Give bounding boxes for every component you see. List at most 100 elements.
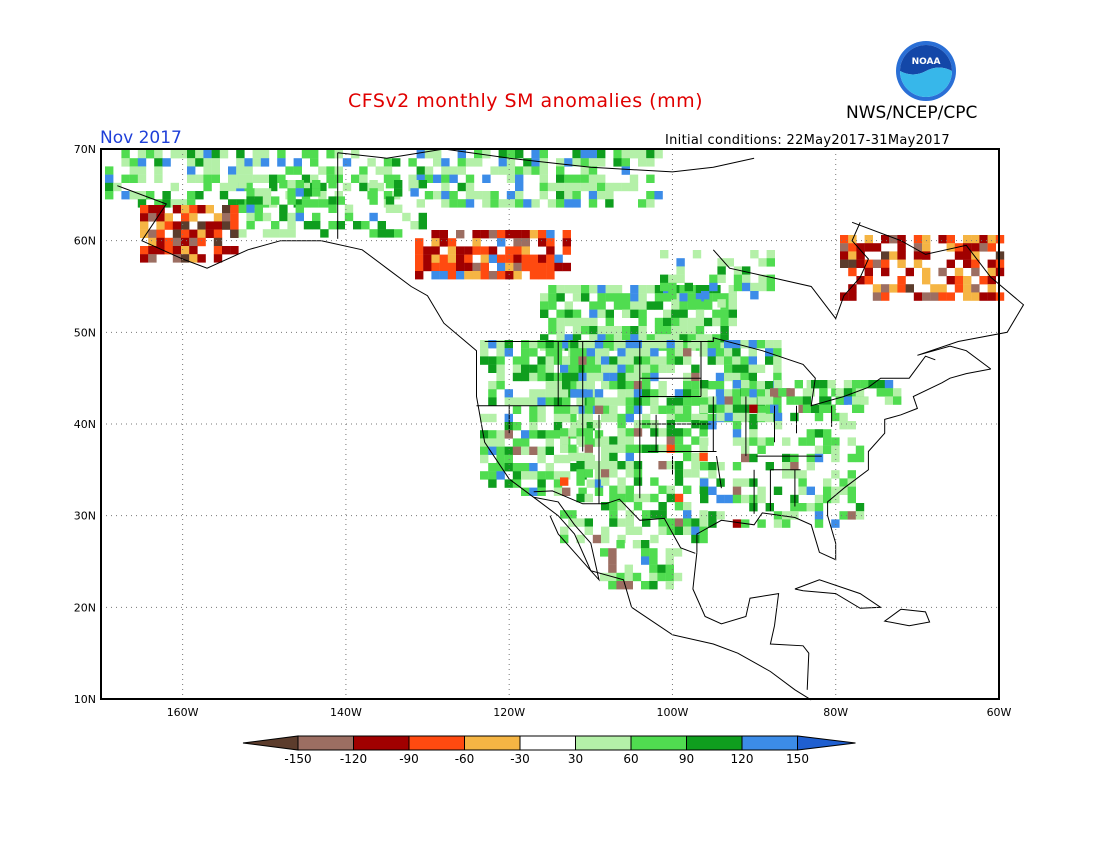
anomaly-cell [456,246,465,255]
anomaly-cell [773,356,782,365]
anomaly-cell [716,396,725,405]
anomaly-cell [823,478,832,487]
anomaly-cell [488,471,497,480]
anomaly-cell [581,326,590,335]
anomaly-cell [529,430,538,439]
anomaly-cell [230,180,239,189]
anomaly-cell [708,511,717,520]
anomaly-cell [423,254,432,263]
anomaly-cell [570,364,579,373]
gridlines [101,149,999,699]
anomaly-cell [666,493,675,503]
anomaly-cell [504,479,513,488]
anomaly-cell [608,548,617,557]
anomaly-cell [930,292,939,301]
anomaly-cell [786,388,795,397]
anomaly-cell [720,293,729,302]
anomaly-cell [699,348,708,357]
anomaly-cell [505,262,514,272]
anomaly-cell [222,205,231,214]
anomaly-cell [946,235,955,244]
anomaly-cell [872,243,882,252]
anomaly-cell [707,381,716,390]
anomaly-cell [601,526,610,535]
anomaly-cell [732,404,742,413]
anomaly-cell [262,212,272,222]
anomaly-cell [699,534,708,544]
anomaly-cell [521,254,530,263]
anomaly-cell [181,246,190,255]
anomaly-cell [748,364,757,373]
anomaly-cell [666,518,675,527]
anomaly-cell [228,199,237,208]
anomaly-cell [798,478,807,487]
anomaly-cell [987,235,996,244]
anomaly-cell [564,199,573,208]
anomaly-cell [572,158,581,167]
anomaly-cell [129,158,138,167]
anomaly-cell [570,405,579,414]
anomaly-cell [246,212,255,222]
anomaly-cell [864,259,873,268]
anomaly-cell [496,430,505,439]
anomaly-cell [328,204,337,213]
anomaly-cell [547,199,557,208]
anomaly-cell [601,405,610,414]
anomaly-cell [326,174,335,183]
anomaly-cell [674,436,684,445]
anomaly-cell [334,150,343,159]
anomaly-cell [553,471,563,480]
anomaly-cell [715,348,725,357]
anomaly-cell [650,348,659,357]
anomaly-cell [766,258,775,267]
anomaly-cell [798,404,807,413]
anomaly-cell [560,389,569,398]
anomaly-cell [987,276,996,285]
anomaly-cell [572,199,581,208]
anomaly-cell [326,166,335,175]
anomaly-cell [617,444,626,453]
anomaly-cell [146,191,155,200]
anomaly-cell [699,510,708,519]
anomaly-cell [295,180,304,189]
anomaly-cell [597,182,606,192]
anomaly-cell [513,271,522,280]
anomaly-cell [601,436,610,445]
anomaly-cell [521,340,530,349]
anomaly-cell [447,246,457,255]
anomaly-cell [633,356,643,365]
lat-label: 50N [74,326,96,339]
anomaly-cell [741,494,750,504]
anomaly-cell [617,485,626,494]
anomaly-cell [691,397,700,406]
anomaly-cell [700,404,709,413]
arctic-coastline [337,148,755,173]
lon-label: 100W [657,706,689,719]
anomaly-cell [646,334,655,343]
anomaly-cell [556,166,565,175]
anomaly-cell [633,502,643,511]
anomaly-cell [539,182,548,192]
anomaly-cell [963,243,972,252]
lon-labels: 160W 140W 120W 100W 80W 60W [167,706,1012,719]
anomaly-cell [699,518,708,527]
anomaly-cell [230,221,239,230]
anomaly-cell [449,191,458,200]
anomaly-cell [449,166,458,175]
anomaly-cell [630,301,639,310]
anomaly-cell [568,444,577,453]
anomaly-cell [548,317,557,327]
anomaly-cell [855,445,865,454]
anomaly-cell [205,229,214,238]
anomaly-cell [537,479,546,488]
anomaly-cell [790,503,799,512]
anomaly-cell [512,446,522,455]
anomaly-cell [650,405,659,414]
anomaly-cell [219,150,229,159]
anomaly-cell [683,372,692,382]
anomaly-cell [456,230,465,239]
anomaly-cell [576,428,585,437]
anomaly-cell [646,199,655,208]
anomaly-cell [905,284,914,293]
anomaly-cell [691,372,700,382]
